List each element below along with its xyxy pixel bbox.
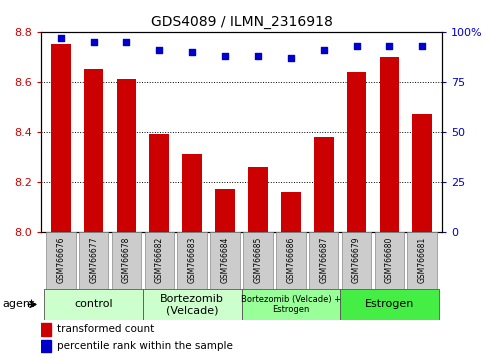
Bar [41, 339, 51, 352]
Bar [46, 232, 75, 289]
Point [287, 55, 295, 61]
Bar [276, 232, 306, 289]
Text: GSM766684: GSM766684 [221, 237, 229, 284]
Point [90, 39, 98, 45]
Text: Bortezomib
(Velcade): Bortezomib (Velcade) [160, 293, 224, 315]
Bar [340, 289, 439, 320]
Point [156, 47, 163, 53]
Point [385, 43, 393, 49]
Bar [347, 72, 367, 232]
Bar [281, 192, 300, 232]
Point [57, 35, 65, 41]
Text: GSM766678: GSM766678 [122, 237, 131, 284]
Text: percentile rank within the sample: percentile rank within the sample [57, 341, 233, 351]
Text: GSM766687: GSM766687 [319, 237, 328, 284]
Bar [51, 44, 71, 232]
Bar [309, 232, 339, 289]
Text: Bortezomib (Velcade) +
Estrogen: Bortezomib (Velcade) + Estrogen [241, 295, 341, 314]
Bar [143, 289, 242, 320]
Text: GSM766683: GSM766683 [188, 237, 197, 284]
Bar [314, 137, 333, 232]
Point [254, 53, 262, 59]
Text: control: control [74, 299, 113, 309]
Point [188, 49, 196, 55]
Bar [210, 232, 240, 289]
Point [123, 39, 130, 45]
Text: transformed count: transformed count [57, 324, 155, 334]
Bar [150, 135, 169, 232]
Bar [112, 232, 142, 289]
Bar [242, 289, 340, 320]
Text: GSM766679: GSM766679 [352, 237, 361, 284]
Point [418, 43, 426, 49]
Point [320, 47, 327, 53]
Bar [380, 57, 399, 232]
Bar [116, 79, 136, 232]
Bar [248, 167, 268, 232]
Bar [243, 232, 273, 289]
Text: agent: agent [2, 299, 35, 309]
Bar [84, 69, 103, 232]
Text: GSM766681: GSM766681 [418, 237, 426, 283]
Bar [44, 289, 143, 320]
Text: GSM766676: GSM766676 [57, 237, 65, 284]
Bar [177, 232, 207, 289]
Point [353, 43, 360, 49]
Bar [41, 323, 51, 336]
Text: GSM766682: GSM766682 [155, 237, 164, 283]
Text: Estrogen: Estrogen [365, 299, 414, 309]
Text: GSM766680: GSM766680 [385, 237, 394, 284]
Text: GSM766686: GSM766686 [286, 237, 295, 284]
Bar [183, 154, 202, 232]
Text: GSM766677: GSM766677 [89, 237, 98, 284]
Bar [408, 232, 437, 289]
Bar [412, 114, 432, 232]
Title: GDS4089 / ILMN_2316918: GDS4089 / ILMN_2316918 [151, 16, 332, 29]
Bar [215, 189, 235, 232]
Text: GSM766685: GSM766685 [254, 237, 262, 284]
Bar [375, 232, 404, 289]
Bar [144, 232, 174, 289]
Bar [342, 232, 371, 289]
Point [221, 53, 229, 59]
Bar [79, 232, 108, 289]
